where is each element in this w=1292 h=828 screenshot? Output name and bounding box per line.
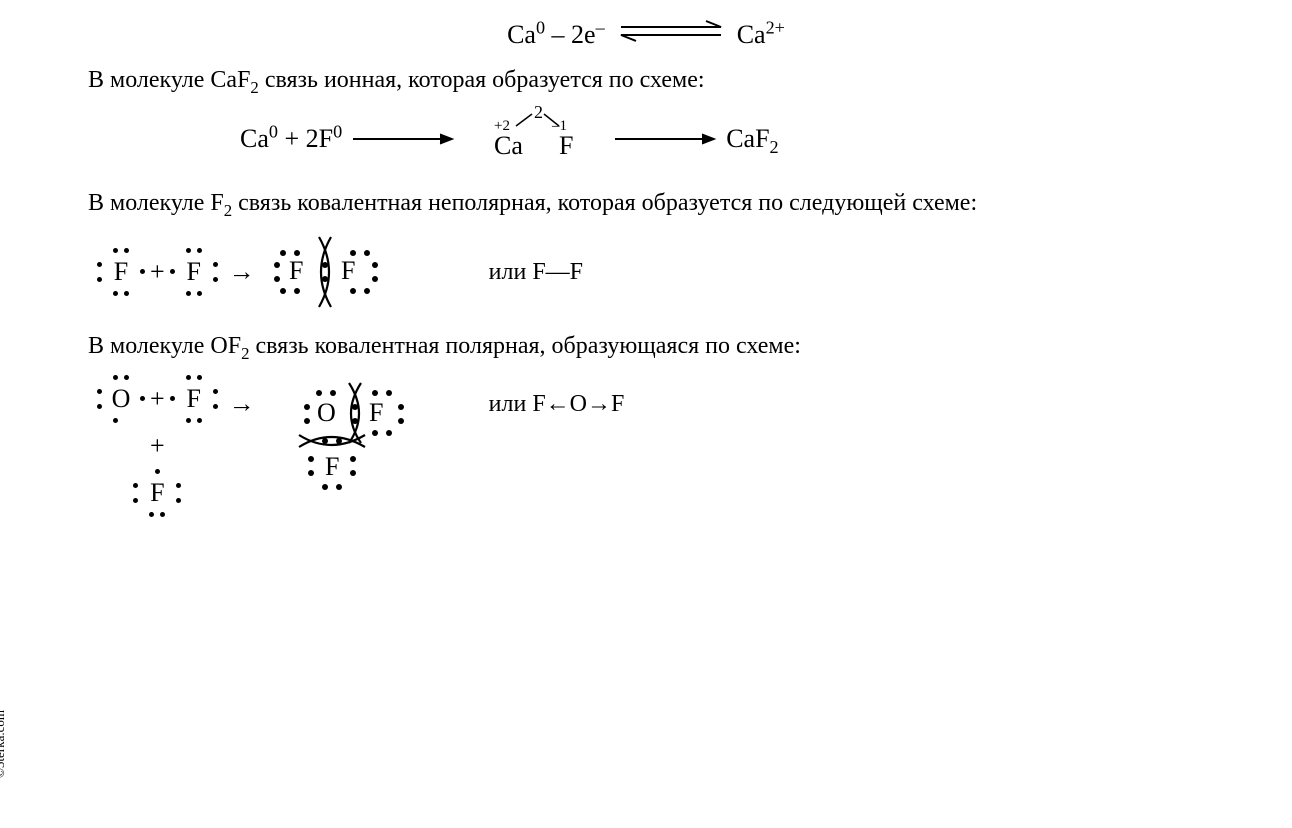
ca-reactant: Ca bbox=[240, 124, 269, 153]
equation-ca-ionization: Ca0 – 2e– Ca2+ bbox=[40, 18, 1252, 51]
lewis-f-reactant1: F bbox=[173, 371, 215, 427]
svg-text:O: O bbox=[317, 398, 336, 427]
equation-caf2-formation: Ca0 + 2F0 Ca +2 F –1 2 CaF2 bbox=[240, 104, 1252, 174]
plus-sign-3: + bbox=[150, 431, 165, 461]
para-f2-covalent: В молекуле F2 связь ковалентная неполярн… bbox=[40, 188, 1252, 219]
arrow-right-icon bbox=[348, 126, 458, 153]
svg-text:F: F bbox=[289, 256, 303, 285]
svg-text:Ca: Ca bbox=[494, 131, 523, 160]
copyright-label: ©5terka.com bbox=[0, 710, 8, 778]
lewis-of2-reactants: O + F + F bbox=[100, 371, 215, 521]
para1-suffix: связь ионная, которая образуется по схем… bbox=[259, 67, 705, 93]
para2-prefix: В молекуле F bbox=[88, 190, 224, 216]
or-f-f: или F—F bbox=[489, 259, 583, 286]
reactants: Ca0 + 2F0 bbox=[240, 124, 342, 154]
electron-transfer-scheme: Ca +2 F –1 2 bbox=[464, 104, 604, 174]
svg-text:F: F bbox=[341, 256, 355, 285]
para3-suffix: связь ковалентная полярная, образующаяся… bbox=[249, 333, 800, 359]
plus-2f: + 2F bbox=[284, 124, 333, 153]
ca-2plus: Ca2+ bbox=[737, 20, 785, 50]
svg-text:F: F bbox=[559, 131, 573, 160]
ca-zero: Ca0 – 2e– bbox=[507, 20, 605, 50]
para1-prefix: В молекуле CaF bbox=[88, 67, 250, 93]
lewis-f-reactant2: F bbox=[136, 465, 178, 521]
svg-text:2: 2 bbox=[534, 104, 543, 122]
para-of2-polar: В молекуле OF2 связь ковалентная полярна… bbox=[40, 331, 1252, 362]
lewis-o: O bbox=[100, 371, 142, 427]
para1-sub: 2 bbox=[250, 78, 258, 97]
sup-minus: – bbox=[596, 17, 605, 37]
lewis-f2-scheme: F + F → F F или F—F bbox=[100, 227, 1252, 317]
para2-sub: 2 bbox=[224, 201, 232, 220]
symbol-ca2: Ca bbox=[737, 20, 766, 49]
minus-2e: – 2e bbox=[552, 20, 596, 49]
arrow-symbol: → bbox=[229, 257, 255, 287]
lewis-f-left: F bbox=[100, 244, 142, 300]
svg-text:+2: +2 bbox=[494, 118, 510, 134]
plus-sign: + bbox=[150, 257, 165, 287]
lewis-f-right: F bbox=[173, 244, 215, 300]
plus-sign-2: + bbox=[150, 384, 165, 414]
lewis-f2-bonded: F F bbox=[269, 227, 399, 317]
svg-text:F: F bbox=[369, 398, 383, 427]
sup-2plus: 2+ bbox=[766, 17, 785, 37]
or-f-o-f: или F←O→F bbox=[489, 391, 625, 418]
para3-prefix: В молекуле OF bbox=[88, 333, 241, 359]
symbol-ca: Ca bbox=[507, 20, 536, 49]
svg-text:F: F bbox=[325, 452, 339, 481]
lewis-of2-scheme: O + F + F → bbox=[40, 371, 1252, 528]
lewis-of2-product: O F F bbox=[269, 371, 449, 528]
para-caf2-ionic: В молекуле CaF2 связь ионная, которая об… bbox=[40, 65, 1252, 96]
equilibrium-arrow-icon bbox=[611, 18, 731, 51]
sup-zero: 0 bbox=[536, 17, 545, 37]
caf2-label: CaF bbox=[726, 124, 769, 153]
arrow-symbol-2: → bbox=[229, 389, 255, 419]
arrow-right-icon-2 bbox=[610, 126, 720, 153]
product-caf2: CaF2 bbox=[726, 124, 778, 154]
para2-suffix: связь ковалентная неполярная, которая об… bbox=[232, 190, 977, 216]
